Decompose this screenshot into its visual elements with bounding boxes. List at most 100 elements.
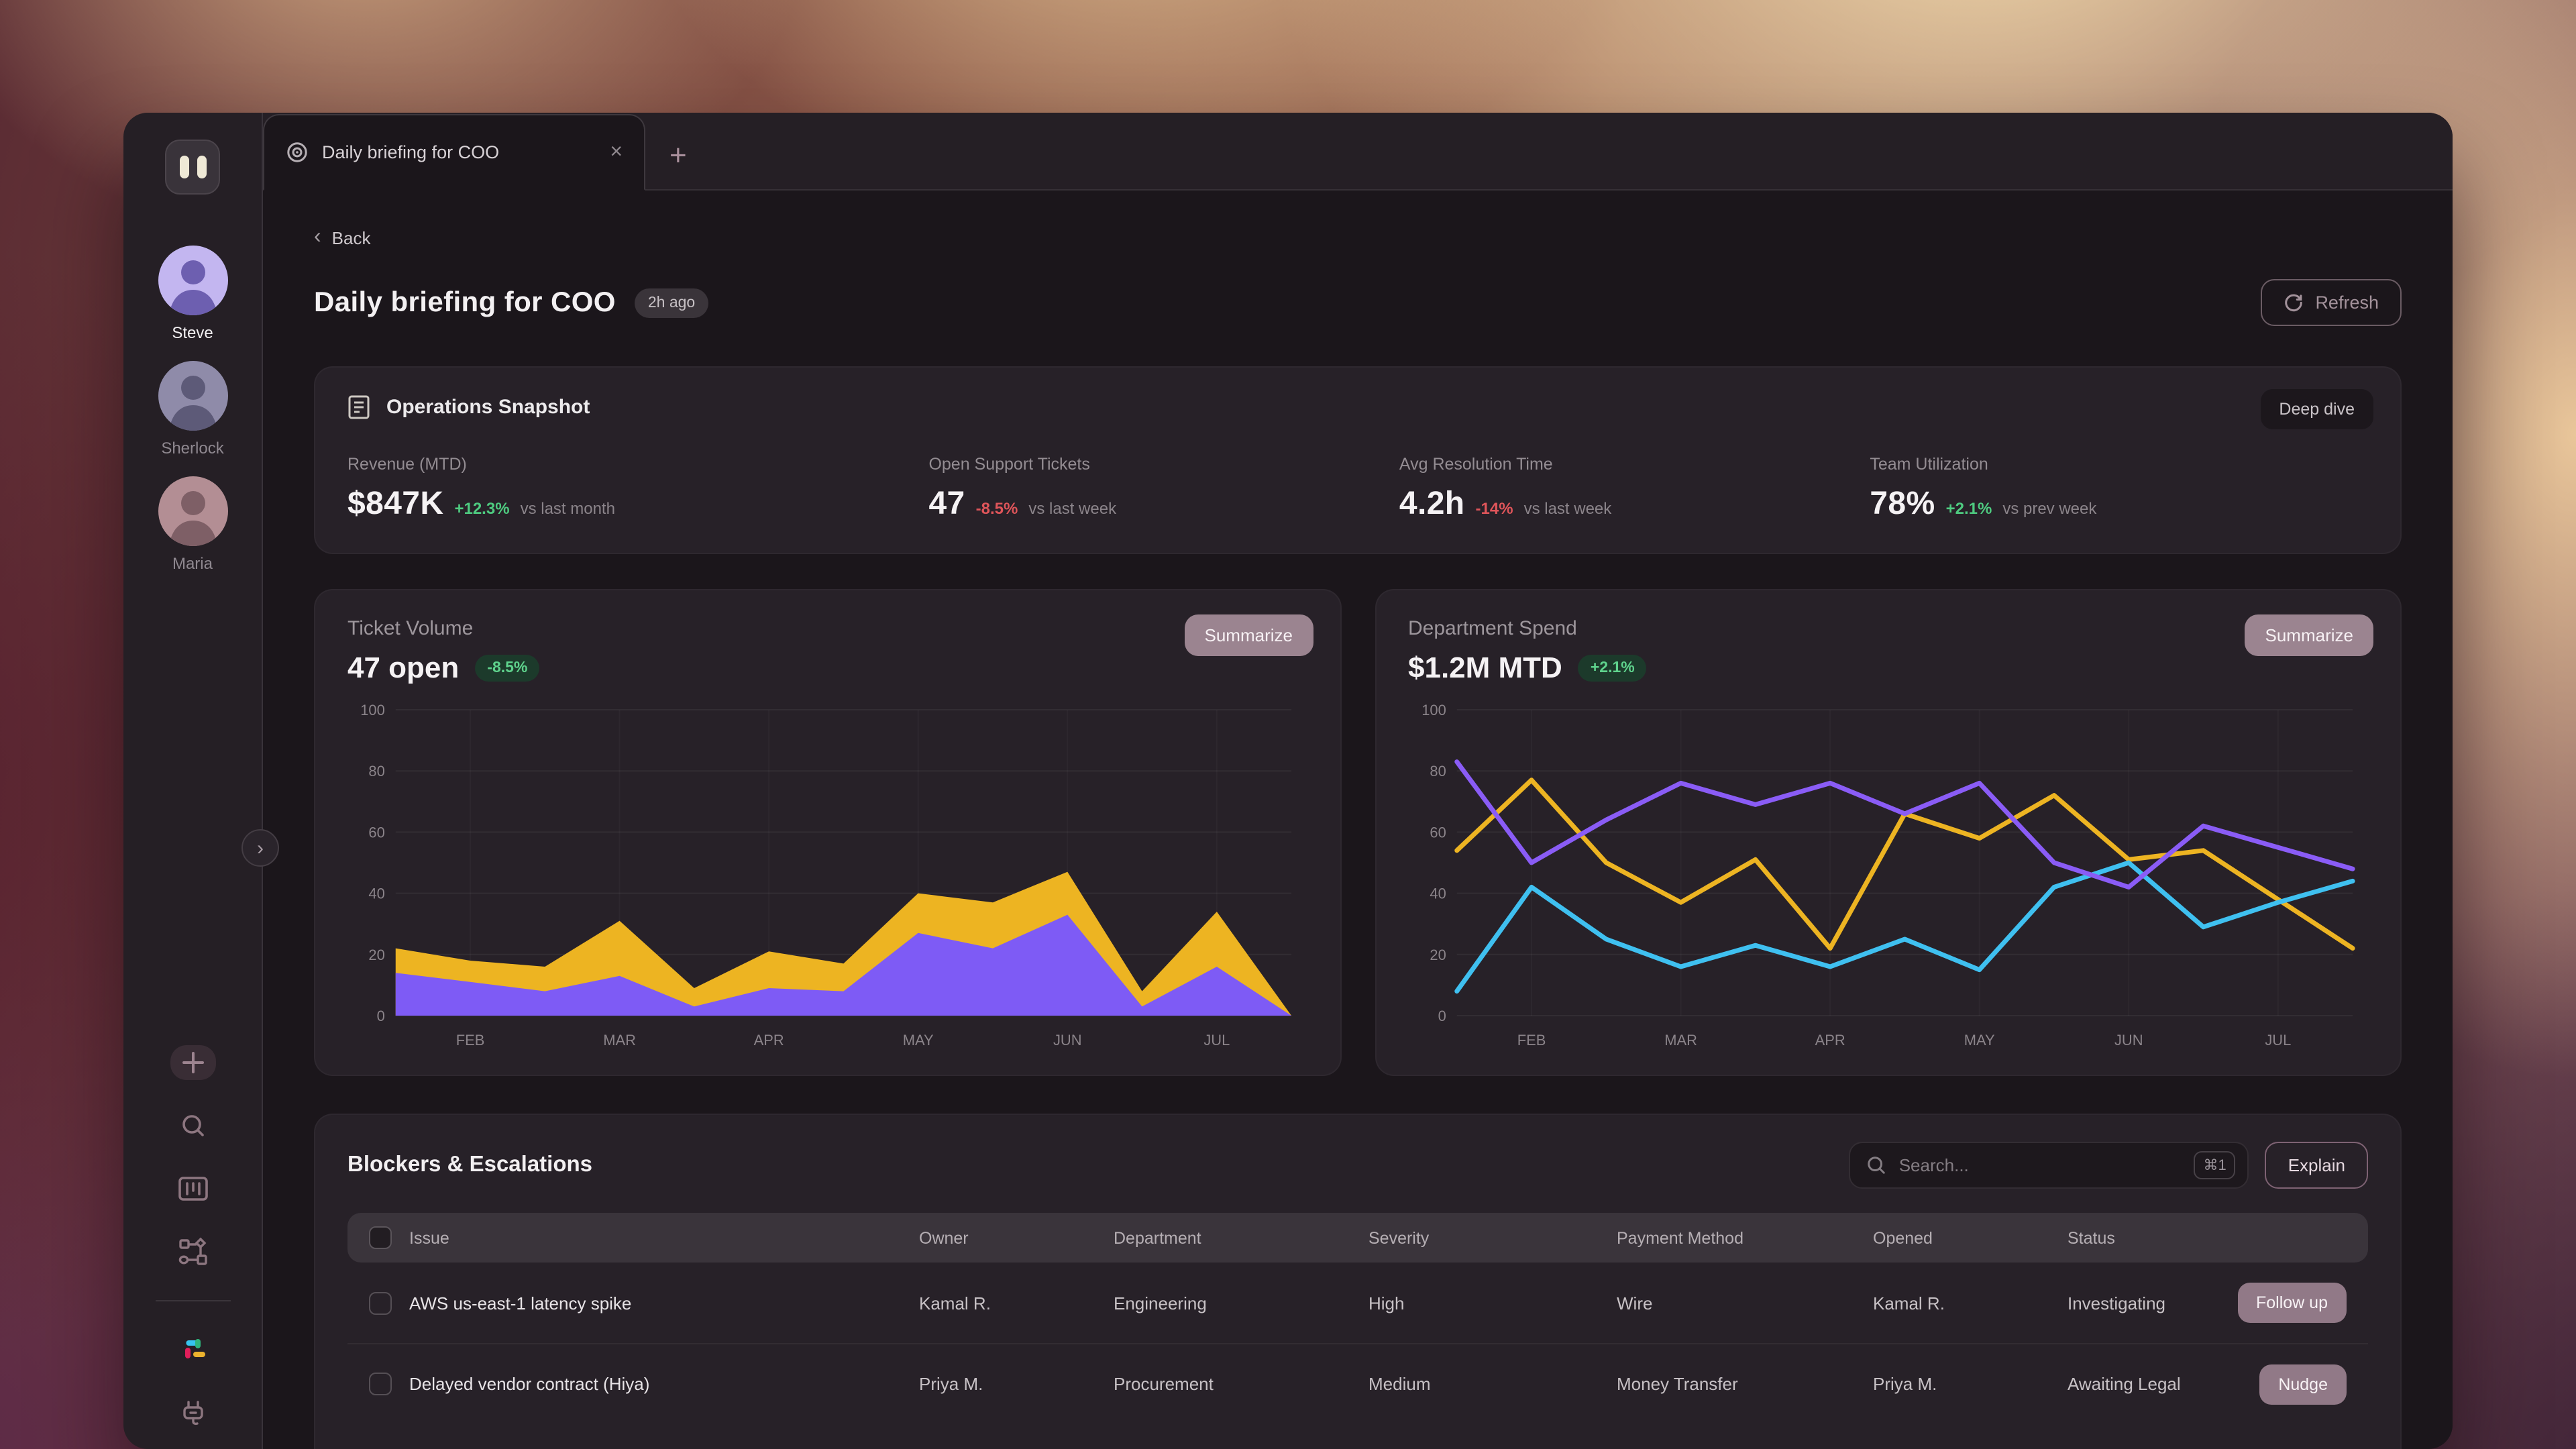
metric-value: $847K: [347, 486, 444, 522]
user-steve[interactable]: Steve: [158, 246, 227, 342]
user-maria[interactable]: Maria: [158, 476, 227, 573]
user-sherlock[interactable]: Sherlock: [158, 361, 227, 458]
cell-severity: Medium: [1368, 1374, 1431, 1394]
avatar: [158, 476, 227, 546]
new-tab-button[interactable]: +: [669, 138, 687, 172]
metric-label: Revenue (MTD): [347, 455, 467, 474]
svg-text:MAR: MAR: [1664, 1032, 1697, 1049]
app-logo[interactable]: [165, 140, 220, 195]
kanban-icon[interactable]: [170, 1171, 215, 1206]
target-icon: [287, 142, 307, 162]
plus-icon[interactable]: [170, 1045, 215, 1080]
cell-issue: Delayed vendor contract (Hiya): [409, 1374, 650, 1394]
cell-status: Investigating: [2068, 1293, 2165, 1313]
avatar-figure: [168, 260, 217, 315]
row-checkbox[interactable]: [369, 1291, 392, 1314]
explain-button[interactable]: Explain: [2265, 1142, 2368, 1189]
svg-text:APR: APR: [1815, 1032, 1845, 1049]
search-box[interactable]: ⌘1: [1849, 1142, 2249, 1189]
department-spend-card: Department Spend $1.2M MTD +2.1% Summari…: [1375, 589, 2402, 1076]
metric-value: 78%: [1870, 486, 1935, 522]
slack-icon[interactable]: [170, 1332, 215, 1367]
search-icon: [1868, 1157, 1886, 1174]
cell-owner: Priya M.: [919, 1374, 983, 1394]
svg-text:MAY: MAY: [903, 1032, 934, 1049]
summarize-button[interactable]: Summarize: [2245, 614, 2373, 656]
table-row-1: Delayed vendor contract (Hiya) Priya M. Pr…: [347, 1343, 2368, 1424]
close-icon[interactable]: ×: [610, 140, 623, 163]
cell-opened: Kamal R.: [1873, 1293, 1945, 1313]
cell-severity: High: [1368, 1293, 1405, 1313]
svg-text:60: 60: [1429, 824, 1445, 841]
tools-divider: [155, 1300, 230, 1301]
svg-text:20: 20: [1429, 947, 1445, 963]
cyan-line: [1454, 860, 2355, 994]
chart-title: Ticket Volume: [347, 617, 474, 640]
metric-label: Open Support Tickets: [928, 455, 1090, 474]
metric-context: vs last week: [1523, 499, 1612, 518]
svg-text:JUN: JUN: [1053, 1032, 1082, 1049]
cell-department: Engineering: [1114, 1293, 1207, 1313]
metric-context: vs last week: [1028, 499, 1117, 518]
metric-label: Avg Resolution Time: [1399, 455, 1553, 474]
column-header-opened: Opened: [1873, 1228, 1933, 1247]
search-icon[interactable]: [170, 1108, 215, 1143]
svg-text:0: 0: [377, 1008, 385, 1024]
snapshot-title: Operations Snapshot: [386, 396, 590, 419]
plug-icon[interactable]: [170, 1395, 215, 1430]
user-name: Maria: [172, 554, 213, 573]
cell-owner: Kamal R.: [919, 1293, 991, 1313]
user-list: Steve Sherlock Maria: [158, 246, 227, 573]
workflow-icon[interactable]: [170, 1234, 215, 1269]
main-panel: Daily briefing for COO × + ‹ Back Daily …: [263, 113, 2453, 1449]
sidebar-collapse-button[interactable]: ›: [241, 829, 279, 867]
svg-text:40: 40: [368, 885, 384, 902]
svg-text:MAY: MAY: [1964, 1032, 1994, 1049]
deep-dive-button[interactable]: Deep dive: [2260, 389, 2373, 429]
cell-department: Procurement: [1114, 1374, 1214, 1394]
tab-daily-briefing[interactable]: Daily briefing for COO ×: [263, 114, 645, 191]
svg-text:JUL: JUL: [2264, 1032, 2290, 1049]
ticket-volume-card: Ticket Volume 47 open -8.5% Summarize 0 2…: [314, 589, 1341, 1076]
metric-delta: +12.3%: [454, 499, 510, 518]
table-body: AWS us-east-1 latency spike Kamal R. Engin…: [347, 1263, 2368, 1424]
column-header-status: Status: [2068, 1228, 2115, 1247]
cell-issue: AWS us-east-1 latency spike: [409, 1293, 632, 1313]
svg-text:80: 80: [368, 763, 384, 780]
violet-line: [1454, 759, 2355, 890]
summarize-button[interactable]: Summarize: [1184, 614, 1313, 656]
row-action-button[interactable]: Follow up: [2237, 1283, 2347, 1323]
department-spend-chart: 0 20 40 60 80 100 FEB MAR APR MAY JUN JUL: [1421, 702, 2355, 1049]
svg-text:APR: APR: [754, 1032, 784, 1049]
svg-text:MAR: MAR: [603, 1032, 636, 1049]
svg-text:100: 100: [1421, 702, 1446, 718]
metric-value: 4.2h: [1399, 486, 1465, 522]
search-input[interactable]: [1898, 1155, 2182, 1175]
metric-value: 47: [928, 486, 965, 522]
page-title: Daily briefing for COO: [314, 286, 616, 317]
column-header-payment-method: Payment Method: [1617, 1228, 1743, 1247]
refresh-button[interactable]: Refresh: [2260, 279, 2402, 326]
back-label: Back: [331, 227, 371, 248]
avatar-figure: [168, 491, 217, 546]
ticket-volume-chart: 0 20 40 60 80 100 FEB MAR APR MAY JUN JUL: [360, 702, 1292, 1049]
table-row-0: AWS us-east-1 latency spike Kamal R. Engin…: [347, 1263, 2368, 1343]
row-action-button[interactable]: Nudge: [2259, 1364, 2347, 1404]
svg-text:40: 40: [1429, 885, 1445, 902]
metric-0: Revenue (MTD) $847K +12.3% vs last month: [347, 455, 928, 523]
user-name: Sherlock: [161, 439, 224, 458]
timestamp-badge: 2h ago: [634, 288, 709, 317]
search-shortcut: ⌘1: [2194, 1151, 2236, 1179]
table-header-row: Issue Owner Department Severity Payment Meth…: [347, 1213, 2368, 1263]
metric-1: Open Support Tickets 47 -8.5% vs last we…: [928, 455, 1399, 523]
svg-text:JUL: JUL: [1203, 1032, 1230, 1049]
row-checkbox[interactable]: [369, 1373, 392, 1395]
select-all-checkbox[interactable]: [369, 1226, 392, 1249]
sidebar: Steve Sherlock Maria: [123, 113, 263, 1449]
svg-text:FEB: FEB: [1517, 1032, 1546, 1049]
metric-context: vs prev week: [2002, 499, 2097, 518]
violet-area: [395, 914, 1292, 1016]
back-link[interactable]: ‹ Back: [314, 225, 370, 250]
svg-text:FEB: FEB: [456, 1032, 485, 1049]
column-header-issue: Issue: [409, 1228, 449, 1247]
